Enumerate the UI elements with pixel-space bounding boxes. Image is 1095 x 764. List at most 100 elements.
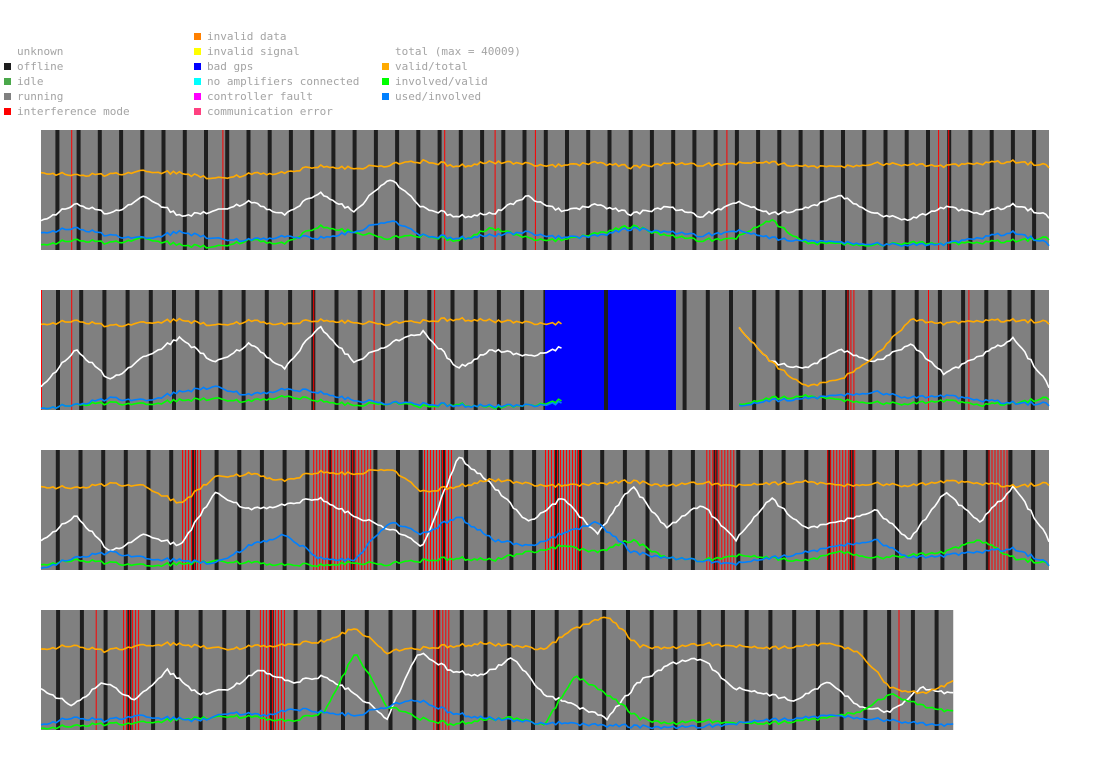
- interference-mark: [436, 450, 437, 570]
- offline-bar: [246, 130, 251, 250]
- interference-mark: [551, 450, 552, 570]
- interference-mark: [433, 450, 434, 570]
- offline-bar: [204, 130, 208, 250]
- offline-bar: [673, 610, 678, 730]
- offline-bar: [418, 450, 423, 570]
- legend-swatch: [4, 93, 11, 100]
- interference-mark: [349, 450, 351, 570]
- legend-swatch: [4, 63, 11, 70]
- offline-bar: [798, 130, 803, 250]
- offline-bar: [148, 290, 153, 410]
- interference-mark: [554, 450, 555, 570]
- legend-error-item: communication error: [194, 104, 384, 119]
- offline-bar: [334, 290, 339, 410]
- interference-mark: [132, 610, 134, 730]
- offline-bar: [1008, 450, 1013, 570]
- offline-bar: [501, 130, 506, 250]
- offline-bar: [565, 130, 569, 250]
- offline-bar: [119, 130, 124, 250]
- interference-mark: [424, 450, 425, 570]
- series-used-involved-line: [40, 699, 954, 730]
- offline-bar: [839, 610, 844, 730]
- series-total-line: [40, 456, 1050, 552]
- offline-bar: [777, 130, 782, 250]
- interference-mark: [274, 610, 276, 730]
- legend-series-item: valid/total: [382, 59, 582, 74]
- offline-bar: [214, 450, 219, 570]
- offline-bar: [781, 450, 786, 570]
- interference-mark: [730, 450, 732, 570]
- legend-label: involved/valid: [395, 75, 488, 88]
- offline-bar: [668, 450, 673, 570]
- legend-label: offline: [17, 60, 64, 73]
- interference-mark: [854, 450, 856, 570]
- offline-bar: [395, 130, 400, 250]
- offline-bar: [56, 610, 61, 730]
- offline-bar: [396, 450, 400, 570]
- offline-bar: [895, 450, 899, 570]
- legend-status-item: idle: [4, 74, 184, 89]
- interference-mark: [991, 450, 993, 570]
- offline-bar: [102, 290, 107, 410]
- offline-bar: [437, 130, 442, 250]
- offline-bar: [172, 290, 176, 410]
- offline-bar: [628, 130, 633, 250]
- offline-bar: [151, 610, 156, 730]
- offline-bar: [645, 450, 650, 570]
- offline-bar: [578, 610, 583, 730]
- offline-bar: [436, 610, 440, 730]
- offline-bar: [752, 290, 757, 410]
- offline-bar: [123, 450, 128, 570]
- offline-bar: [259, 450, 264, 570]
- interference-mark: [355, 450, 357, 570]
- interference-mark: [715, 450, 717, 570]
- offline-bar: [600, 450, 605, 570]
- interference-mark: [316, 450, 318, 570]
- offline-bar: [720, 610, 725, 730]
- offline-bar: [161, 130, 166, 250]
- offline-bar: [887, 610, 892, 730]
- legend-errors: invalid data invalid signal bad gps no ampl…: [194, 29, 384, 119]
- legend-label: idle: [17, 75, 44, 88]
- interference-mark: [1006, 450, 1008, 570]
- offline-bar: [288, 290, 293, 410]
- interference-mark: [836, 450, 838, 570]
- offline-bar: [305, 450, 310, 570]
- offline-bar: [671, 130, 676, 250]
- interference-mark: [997, 450, 999, 570]
- offline-bar: [97, 130, 102, 250]
- offline-bar: [222, 610, 227, 730]
- legend-swatch: [194, 93, 201, 100]
- interference-mark: [726, 130, 728, 250]
- interference-mark: [1003, 450, 1005, 570]
- interference-mark: [578, 450, 579, 570]
- offline-bar: [968, 130, 973, 250]
- offline-bar: [458, 130, 463, 250]
- interference-mark: [197, 450, 199, 570]
- offline-bar: [237, 450, 242, 570]
- interference-mark: [733, 450, 735, 570]
- legend-error-item: invalid data: [194, 29, 384, 44]
- interference-mark: [445, 610, 447, 730]
- series-total-line: [40, 652, 954, 721]
- offline-bar: [225, 130, 230, 250]
- legend-series: total (max = 40009) valid/total involved/v…: [382, 44, 582, 104]
- offline-bar: [607, 130, 612, 250]
- offline-bar: [310, 130, 315, 250]
- series-total-line: [40, 179, 1050, 222]
- offline-bar: [520, 290, 525, 410]
- interference-mark: [364, 450, 366, 570]
- offline-bar: [404, 290, 409, 410]
- offline-bar: [543, 130, 548, 250]
- interference-mark: [566, 450, 567, 570]
- interference-mark: [563, 450, 564, 570]
- legend-label: interference mode: [17, 105, 130, 118]
- offline-bar: [246, 610, 251, 730]
- legend-status: unknown offline idle running interference mo…: [4, 44, 184, 119]
- offline-bar: [729, 290, 733, 410]
- offline-bar: [821, 290, 826, 410]
- offline-bar: [792, 610, 797, 730]
- interference-mark: [968, 290, 970, 410]
- interference-mark: [271, 610, 273, 730]
- offline-bar: [604, 290, 608, 410]
